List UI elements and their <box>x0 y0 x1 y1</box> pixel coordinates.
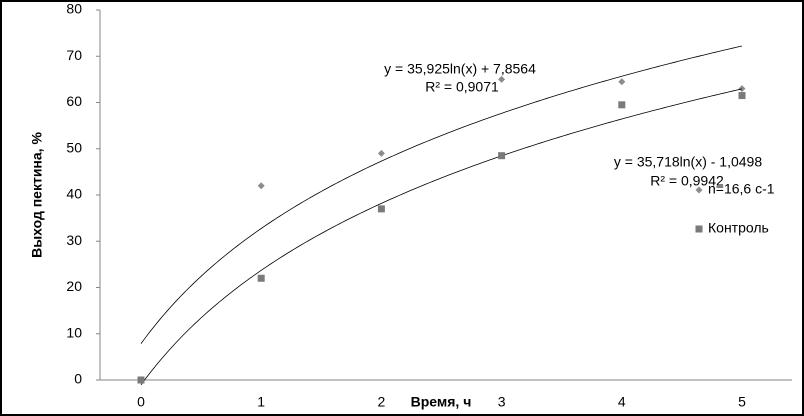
point <box>738 92 746 100</box>
y-tick-label: 20 <box>66 278 82 294</box>
y-tick-label: 40 <box>66 186 82 202</box>
trendline <box>140 88 743 386</box>
point <box>738 85 746 93</box>
point <box>498 75 506 83</box>
point <box>498 152 506 160</box>
x-tick-label: 3 <box>498 394 506 410</box>
legend-label: n=16,6 c-1 <box>708 181 775 197</box>
x-tick-label: 4 <box>618 394 626 410</box>
point <box>257 182 265 190</box>
trendline <box>140 45 743 344</box>
legend-marker <box>695 186 703 194</box>
y-axis-title: Выход пектина, % <box>29 132 45 258</box>
x-axis-title: Время, ч <box>411 394 472 410</box>
point <box>257 274 265 282</box>
legend-marker <box>695 225 703 233</box>
y-tick-label: 30 <box>66 232 82 248</box>
point <box>618 78 626 86</box>
trend-equation: y = 35,925ln(x) + 7,8564 <box>384 61 536 77</box>
y-tick-label: 0 <box>74 371 82 387</box>
x-tick-label: 5 <box>738 394 746 410</box>
y-tick-label: 70 <box>66 47 82 63</box>
x-tick-label: 0 <box>137 394 145 410</box>
x-tick-label: 2 <box>378 394 386 410</box>
y-tick-label: 80 <box>66 1 82 17</box>
trend-r2: R² = 0,9071 <box>425 79 499 95</box>
trend-equation: y = 35,718ln(x) - 1,0498 <box>614 154 762 170</box>
legend-label: Контроль <box>708 220 769 236</box>
trend-r2: R² = 0,9942 <box>650 173 724 189</box>
y-tick-label: 60 <box>66 93 82 109</box>
point <box>618 101 626 109</box>
y-tick-label: 50 <box>66 139 82 155</box>
point <box>137 376 145 384</box>
x-tick-label: 1 <box>257 394 265 410</box>
point <box>377 205 385 213</box>
point <box>377 149 385 157</box>
y-tick-label: 10 <box>66 324 82 340</box>
